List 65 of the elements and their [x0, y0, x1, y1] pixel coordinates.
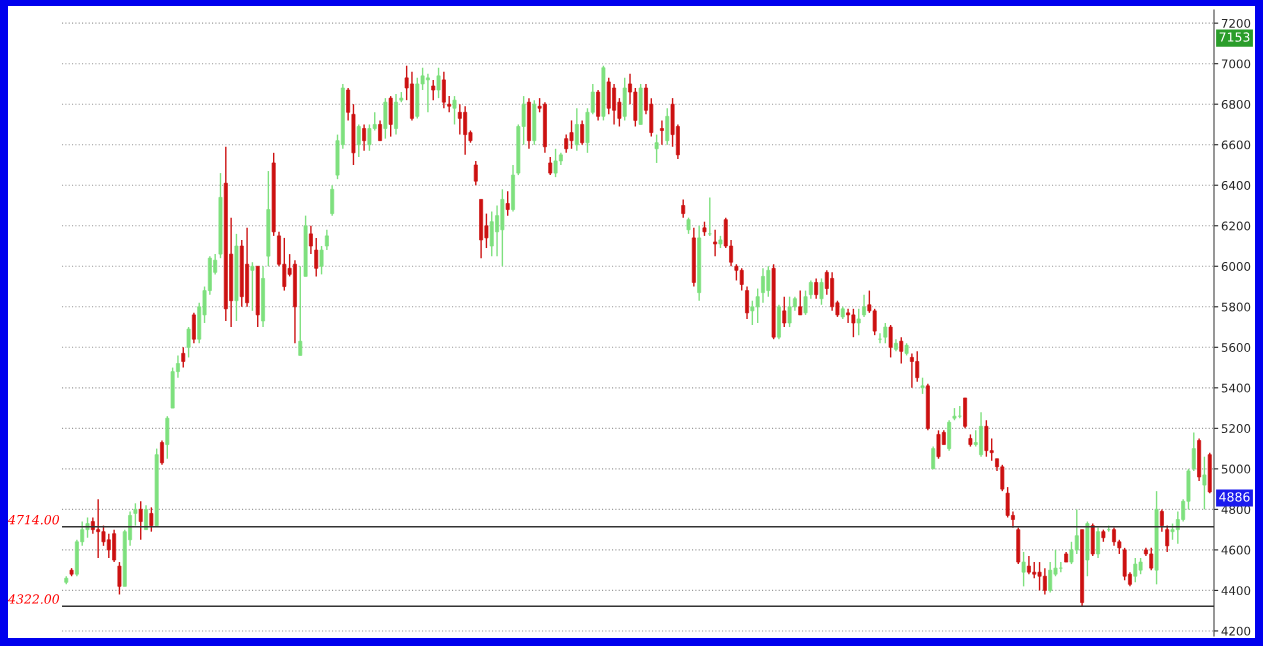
candlestick [1016, 526, 1021, 565]
y-tick-label: 6000 [1221, 262, 1251, 271]
candlestick [117, 561, 122, 596]
candlestick [532, 99, 537, 146]
candlestick [266, 170, 271, 267]
y-tick-label: 6600 [1221, 140, 1251, 150]
candlestick [383, 97, 388, 140]
y-tick-label: 7200 [1221, 18, 1251, 28]
candlestick [303, 214, 308, 278]
candlestick [1021, 551, 1026, 588]
y-tick-label: 4400 [1221, 586, 1251, 596]
y-tick-label: 5600 [1221, 343, 1251, 352]
y-tick-label: 5400 [1221, 383, 1251, 393]
candlestick [181, 346, 186, 369]
candlestick [250, 261, 255, 312]
candlestick [771, 263, 776, 340]
candlestick [165, 415, 170, 460]
candlestick [234, 233, 239, 322]
y-tick-label: 7000 [1221, 59, 1251, 69]
y-tick-label: 4600 [1221, 545, 1251, 555]
candlestick [856, 308, 861, 336]
candlestick [1090, 522, 1095, 557]
y-tick-label: 5800 [1221, 302, 1251, 312]
candlestick [899, 336, 904, 365]
text: 4886 [1219, 492, 1250, 502]
candlestick [782, 295, 787, 328]
y-tick-label: 5000 [1221, 464, 1251, 474]
candlestick [707, 196, 712, 237]
candlestick [298, 265, 303, 357]
candlestick [133, 502, 138, 527]
candlestick [888, 324, 893, 359]
candlestick [601, 65, 606, 122]
candlestick [388, 95, 393, 138]
candlestick [319, 245, 324, 276]
candlestick [622, 77, 627, 122]
ref-line-label: 4714.00 [7, 514, 60, 525]
candlestick [138, 500, 143, 541]
candlestick [1207, 451, 1212, 494]
y-tick-label: 5200 [1221, 424, 1251, 433]
candlestick [505, 190, 510, 217]
candlestick [819, 277, 824, 306]
candlestick [154, 447, 159, 527]
candlestick [654, 133, 659, 164]
candlestick [436, 67, 441, 99]
candlestick [431, 79, 436, 101]
y-tick-label: 4200 [1221, 626, 1251, 636]
y-tick-label: 6400 [1221, 180, 1251, 190]
candlestick [149, 506, 154, 533]
y-tick-label: 6800 [1221, 99, 1251, 109]
candlestick [271, 152, 276, 237]
candlestick [186, 326, 191, 359]
candlestick [638, 83, 643, 126]
candlestick [351, 103, 356, 166]
candlestick [452, 95, 457, 126]
candlestick [218, 172, 223, 259]
candlestick [1154, 490, 1159, 586]
ref-line-label: 4322.00 [7, 594, 60, 604]
text: 7153 [1219, 32, 1250, 42]
candlestick [255, 265, 260, 328]
candlestick [1085, 520, 1090, 577]
candlestick [883, 322, 888, 344]
candlestick [798, 289, 803, 316]
candlestick [1202, 456, 1207, 511]
candlestick [803, 289, 808, 316]
y-tick-label: 6200 [1221, 221, 1251, 231]
